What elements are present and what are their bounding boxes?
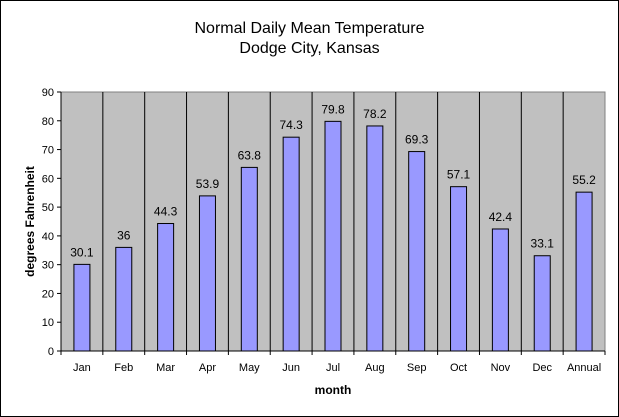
bar-may <box>240 166 258 352</box>
y-axis-label: degrees Fahrenheit <box>23 166 37 277</box>
bar-oct <box>450 186 468 352</box>
data-label-aug: 78.2 <box>363 107 387 121</box>
x-axis: Jan Feb Mar Apr May Jun Jul Aug Sep Oct Nov Dec Annu… <box>60 350 606 374</box>
x-tick-label-apr: Apr <box>199 362 216 374</box>
data-label-jun: 74.3 <box>279 118 303 132</box>
bar-nov <box>491 228 509 352</box>
bar-feb <box>115 246 133 352</box>
data-labels: 30.1 36 44.3 53.9 63.8 74.3 79.8 78.2 69.3 57.1 42… <box>70 102 596 259</box>
bar-jul <box>324 120 342 352</box>
data-label-nov: 42.4 <box>489 210 513 224</box>
data-label-dec: 33.1 <box>531 237 555 251</box>
y-tick-label: 0 <box>48 346 54 358</box>
bar-series <box>73 120 593 352</box>
y-tick-label: 30 <box>42 260 54 272</box>
y-tick-label: 10 <box>42 317 54 329</box>
y-tick-label: 50 <box>42 202 54 214</box>
x-tick-label-feb: Feb <box>114 362 133 374</box>
x-tick-label-oct: Oct <box>450 362 467 374</box>
y-tick-label: 70 <box>42 145 54 157</box>
y-axis: 0 10 20 30 40 50 60 70 80 90 <box>42 87 62 358</box>
y-tick-label: 20 <box>42 288 54 300</box>
data-label-mar: 44.3 <box>154 205 178 219</box>
chart-title-line-2: Dodge City, Kansas <box>239 40 380 57</box>
bar-annual <box>575 191 593 352</box>
data-label-oct: 57.1 <box>447 168 471 182</box>
data-label-annual: 55.2 <box>572 173 596 187</box>
y-tick-label: 80 <box>42 116 54 128</box>
data-label-apr: 53.9 <box>196 177 220 191</box>
chart-title-line-1: Normal Daily Mean Temperature <box>194 20 425 37</box>
x-tick-label-jan: Jan <box>73 362 91 374</box>
bar-mar <box>157 223 175 352</box>
x-tick-label-mar: Mar <box>156 362 175 374</box>
y-tick-label: 40 <box>42 231 54 243</box>
x-tick-label-dec: Dec <box>532 362 552 374</box>
data-label-feb: 36 <box>117 228 131 242</box>
bar-apr <box>198 195 216 352</box>
data-label-jan: 30.1 <box>70 245 94 259</box>
bar-jun <box>282 136 300 352</box>
y-tick-label: 90 <box>42 87 54 99</box>
x-tick-label-sep: Sep <box>407 362 427 374</box>
x-tick-label-aug: Aug <box>365 362 385 374</box>
data-label-may: 63.8 <box>238 148 262 162</box>
x-tick-label-annual: Annual <box>567 362 601 374</box>
y-tick-label: 60 <box>42 173 54 185</box>
category-dividers <box>102 92 564 351</box>
data-label-sep: 69.3 <box>405 133 429 147</box>
bar-dec <box>533 255 551 352</box>
x-tick-label-nov: Nov <box>491 362 511 374</box>
x-tick-label-jul: Jul <box>326 362 340 374</box>
bar-aug <box>366 125 384 352</box>
x-tick-label-may: May <box>239 362 260 374</box>
x-axis-label: month <box>315 383 352 397</box>
x-tick-label-jun: Jun <box>282 362 300 374</box>
bar-jan <box>73 263 91 352</box>
bar-sep <box>408 151 426 352</box>
data-label-jul: 79.8 <box>321 102 345 116</box>
